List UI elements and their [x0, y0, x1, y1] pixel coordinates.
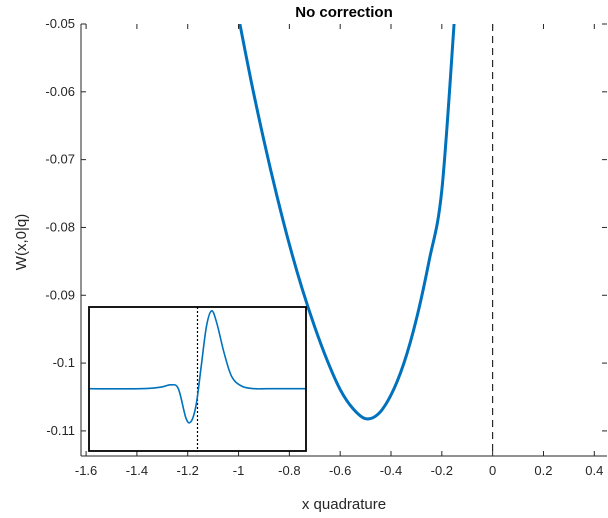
x-tick-label: -1.2: [177, 463, 199, 478]
x-tick-label: -1.6: [75, 463, 97, 478]
x-axis-label: x quadrature: [302, 496, 386, 513]
y-tick-label: -0.11: [46, 423, 75, 438]
x-tick-label: -0.2: [431, 463, 453, 478]
x-tick-label: 0: [489, 463, 496, 478]
x-tick-label: 0.4: [585, 463, 603, 478]
x-tick-label: -1: [233, 463, 245, 478]
y-tick-label: -0.1: [53, 355, 75, 370]
series-line: [238, 24, 456, 421]
y-tick-label: -0.08: [45, 219, 75, 234]
y-tick-label: -0.09: [45, 287, 75, 302]
inset-series-line: [88, 310, 306, 424]
x-tick-label: 0.2: [534, 463, 552, 478]
y-tick-label: -0.06: [45, 84, 75, 99]
y-axis-label: W(x,0|q): [13, 214, 30, 270]
x-tick-label: -0.6: [329, 463, 351, 478]
main-plot-area: [80, 24, 607, 457]
x-tick-label: -0.4: [380, 463, 402, 478]
inset-frame: [88, 306, 307, 452]
x-tick-label: -1.4: [126, 463, 148, 478]
y-axis-ticks: -0.11 -0.1 -0.09 -0.08 -0.07 -0.06 -0.05: [45, 16, 607, 438]
x-axis-ticks: -1.6 -1.4 -1.2 -1 -0.8 -0.6 -0.4 -0.2 0 0.2 0.4: [75, 24, 603, 478]
x-tick-label: -0.8: [278, 463, 300, 478]
inset-plot: [88, 306, 307, 452]
y-tick-label: -0.07: [45, 152, 75, 167]
chart-title: No correction: [295, 4, 393, 21]
y-tick-label: -0.05: [45, 16, 75, 31]
